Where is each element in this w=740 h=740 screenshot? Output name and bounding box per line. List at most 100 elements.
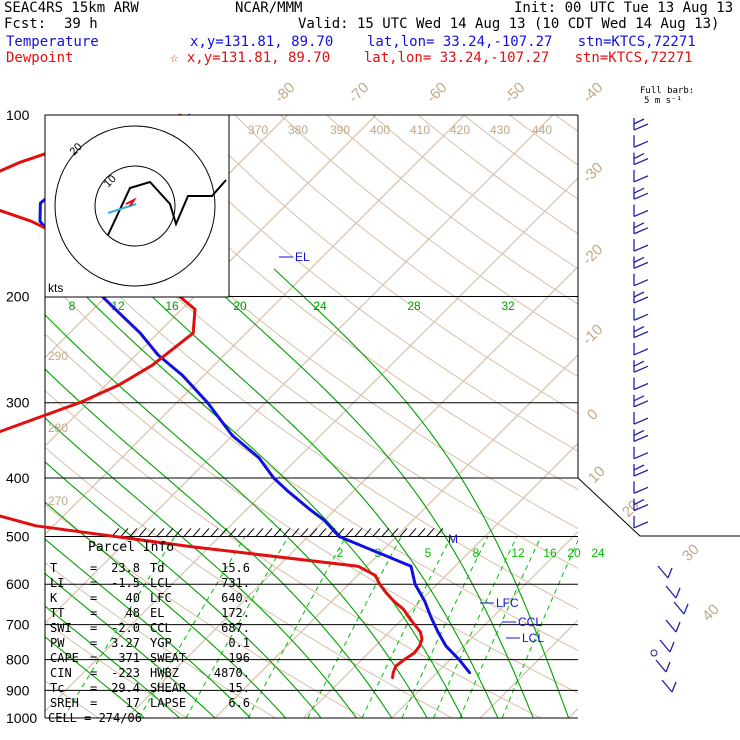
parcel-info-value: 371 bbox=[118, 651, 140, 665]
parcel-info-title: Parcel Info bbox=[88, 540, 175, 555]
parcel-info-cell: CELL = 274/06 bbox=[48, 711, 142, 725]
dewpoint-point bbox=[357, 565, 359, 567]
temperature-point bbox=[308, 508, 310, 510]
parcel-info-sep: = bbox=[90, 621, 98, 635]
level-label: M bbox=[448, 532, 458, 546]
dewpoint-point bbox=[403, 658, 406, 661]
parcel-info-label: CIN bbox=[50, 666, 72, 680]
mixing-ratio-line bbox=[247, 536, 347, 718]
parcel-info-value: 640. bbox=[221, 591, 250, 605]
dry-adiabat-line bbox=[142, 115, 578, 452]
wind-barb bbox=[633, 135, 649, 148]
cloud-hatch-mark bbox=[426, 528, 435, 537]
isotherm-label: -80 bbox=[271, 79, 298, 106]
isotherm-label: 0 bbox=[584, 406, 602, 424]
temperature-point bbox=[231, 434, 234, 437]
dewpoint-point bbox=[402, 608, 405, 610]
parcel-info-label: LAPSE bbox=[150, 696, 187, 710]
mixing-ratio-line bbox=[401, 536, 489, 718]
mixing-ratio-label: 16 bbox=[543, 546, 557, 560]
parcel-info-value: 6.6 bbox=[228, 696, 250, 710]
parcel-info-value: 4870. bbox=[213, 666, 250, 680]
isotherm-line bbox=[45, 115, 465, 536]
cloud-hatch-mark bbox=[228, 528, 237, 537]
theta-label: 430 bbox=[490, 123, 510, 137]
parcel-info-sep: = bbox=[90, 606, 98, 620]
wind-barb bbox=[633, 464, 649, 477]
moist-adiabat-line bbox=[123, 268, 499, 718]
dry-adiabat-line bbox=[45, 680, 100, 718]
parcel-info-label: YGP bbox=[150, 636, 172, 650]
wind-barb bbox=[633, 256, 649, 269]
wind-barb bbox=[633, 239, 649, 252]
mixing-ratio-line bbox=[138, 536, 246, 718]
parcel-info-value: 3.27 bbox=[111, 636, 140, 650]
temperature-point bbox=[286, 490, 289, 492]
hodograph-units: kts bbox=[48, 281, 63, 295]
parcel-info-sep bbox=[200, 651, 207, 666]
parcel-info-sep bbox=[200, 576, 207, 591]
cloud-hatch-mark bbox=[120, 528, 129, 537]
model-title: SEAC4RS 15km ARW bbox=[4, 0, 139, 16]
pressure-label: 900 bbox=[6, 682, 30, 698]
storm-motion-marker bbox=[125, 197, 137, 207]
moist-adiabat-label: 24 bbox=[313, 299, 327, 313]
parcel-info-label: SWI bbox=[50, 621, 72, 635]
dewpoint-point bbox=[395, 665, 397, 667]
parcel-info-label: LI bbox=[50, 576, 72, 590]
level-label: CCL bbox=[518, 615, 542, 629]
dewpoint-point bbox=[78, 401, 81, 404]
isotherm-line bbox=[657, 115, 740, 718]
dewpoint-point bbox=[30, 220, 32, 222]
isotherm-label: -60 bbox=[423, 79, 450, 106]
mixing-ratio-label: 12 bbox=[511, 546, 525, 560]
isotherm-label: -30 bbox=[579, 159, 606, 186]
parcel-info-sep bbox=[200, 591, 207, 606]
wind-barb bbox=[661, 679, 677, 693]
parcel-info-label: PW bbox=[50, 636, 72, 650]
parcel-info-sep: = bbox=[90, 576, 98, 590]
theta-label: 280 bbox=[48, 421, 68, 435]
isotherm-label: -10 bbox=[579, 321, 606, 348]
dry-adiabat-line bbox=[45, 163, 578, 569]
isotherm-label: 30 bbox=[679, 541, 703, 565]
barb-key-line1: Full barb: bbox=[640, 86, 695, 96]
temperature-point bbox=[423, 600, 426, 602]
theta-label: 440 bbox=[532, 123, 552, 137]
wind-barb bbox=[633, 515, 649, 529]
parcel-info-label: TT bbox=[50, 606, 72, 620]
dry-adiabat-line bbox=[509, 115, 578, 166]
moist-adiabat-line bbox=[45, 636, 145, 718]
temperature-point bbox=[39, 202, 42, 204]
pressure-label: 700 bbox=[6, 617, 30, 633]
level-label: LCL bbox=[522, 631, 544, 645]
dry-adiabat-line bbox=[45, 446, 454, 718]
wind-barb bbox=[633, 152, 649, 166]
theta-label: 410 bbox=[410, 123, 430, 137]
wind-barb bbox=[665, 585, 681, 599]
parcel-info-value: 15.6 bbox=[221, 561, 250, 575]
pressure-label: 400 bbox=[6, 470, 30, 486]
dry-adiabat-line bbox=[188, 115, 578, 415]
wind-barb bbox=[633, 377, 649, 391]
moist-adiabat-line bbox=[45, 501, 287, 718]
dry-adiabat-line bbox=[463, 115, 578, 200]
dewpoint-point bbox=[408, 616, 410, 618]
cloud-hatch-mark bbox=[210, 528, 219, 537]
parcel-info-value: -1.5 bbox=[111, 576, 140, 590]
moist-adiabat-line bbox=[45, 538, 251, 718]
theta-label: 290 bbox=[48, 349, 68, 363]
mixing-ratio-line bbox=[307, 536, 402, 718]
parcel-info-sep bbox=[200, 696, 207, 711]
fcst-label: Fcst: bbox=[4, 16, 47, 32]
parcel-info-sep bbox=[200, 621, 207, 636]
wind-barb bbox=[633, 308, 649, 321]
moist-adiabat-label: 16 bbox=[165, 299, 179, 313]
temperature-point bbox=[445, 645, 447, 647]
parcel-info-sep: = bbox=[90, 636, 98, 650]
moist-adiabat-line bbox=[45, 314, 428, 718]
temperature-point bbox=[114, 308, 117, 311]
theta-label: 420 bbox=[450, 123, 470, 137]
parcel-info-label: Tc bbox=[50, 681, 72, 695]
